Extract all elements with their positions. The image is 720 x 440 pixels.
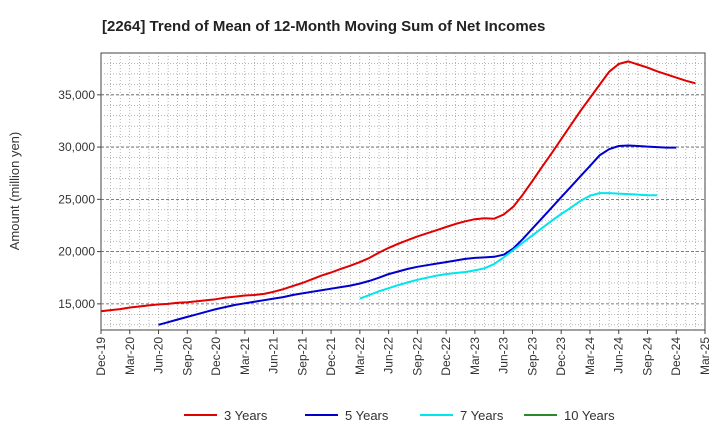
y-tick-label: 20,000 — [58, 245, 95, 259]
y-tick-label: 30,000 — [58, 140, 95, 154]
x-tick-label: Sep-24 — [640, 337, 654, 376]
x-tick-label: Mar-20 — [123, 337, 137, 375]
y-axis-label: Amount (million yen) — [7, 132, 22, 251]
x-tick-label: Mar-21 — [238, 337, 252, 375]
x-tick-label: Dec-23 — [554, 337, 568, 376]
x-tick-label: Jun-20 — [152, 337, 166, 374]
x-tick-label: Mar-25 — [698, 337, 712, 375]
legend-label: 3 Years — [224, 408, 268, 423]
x-tick-label: Mar-23 — [468, 337, 482, 375]
x-tick-label: Dec-24 — [669, 337, 683, 376]
legend: 3 Years 5 Years 7 Years 10 Years — [184, 408, 615, 423]
x-tick-label: Dec-21 — [324, 337, 338, 376]
x-tick-label: Sep-21 — [295, 337, 309, 376]
x-axis-ticks: Dec-19 Mar-20 Jun-20 Sep-20 Dec-20 Mar-21 Jun-… — [94, 330, 712, 376]
legend-label: 10 Years — [564, 408, 615, 423]
x-tick-label: Jun-23 — [497, 337, 511, 374]
x-tick-label: Jun-24 — [612, 337, 626, 374]
series-line-3-years — [100, 60, 696, 313]
x-tick-label: Sep-23 — [525, 337, 539, 376]
y-tick-label: 35,000 — [58, 88, 95, 102]
y-axis-ticks: 15,000 20,000 25,000 30,000 35,000 — [58, 88, 101, 311]
x-tick-label: Mar-24 — [583, 337, 597, 375]
chart-title: [2264] Trend of Mean of 12-Month Moving … — [102, 18, 545, 35]
legend-label: 7 Years — [460, 408, 504, 423]
x-tick-label: Sep-22 — [410, 337, 424, 376]
x-tick-label: Mar-22 — [353, 337, 367, 375]
x-tick-label: Jun-21 — [267, 337, 281, 374]
x-tick-label: Jun-22 — [382, 337, 396, 374]
x-tick-label: Dec-20 — [209, 337, 223, 376]
x-tick-label: Dec-19 — [94, 337, 108, 376]
y-tick-label: 15,000 — [58, 297, 95, 311]
series-line-5-years — [158, 144, 677, 326]
series-line-7-years — [359, 192, 658, 300]
x-tick-label: Dec-22 — [439, 337, 453, 376]
legend-label: 5 Years — [345, 408, 389, 423]
x-tick-label: Sep-20 — [180, 337, 194, 376]
y-tick-label: 25,000 — [58, 192, 95, 206]
grid-lines — [101, 53, 705, 330]
series-lines — [100, 60, 696, 326]
